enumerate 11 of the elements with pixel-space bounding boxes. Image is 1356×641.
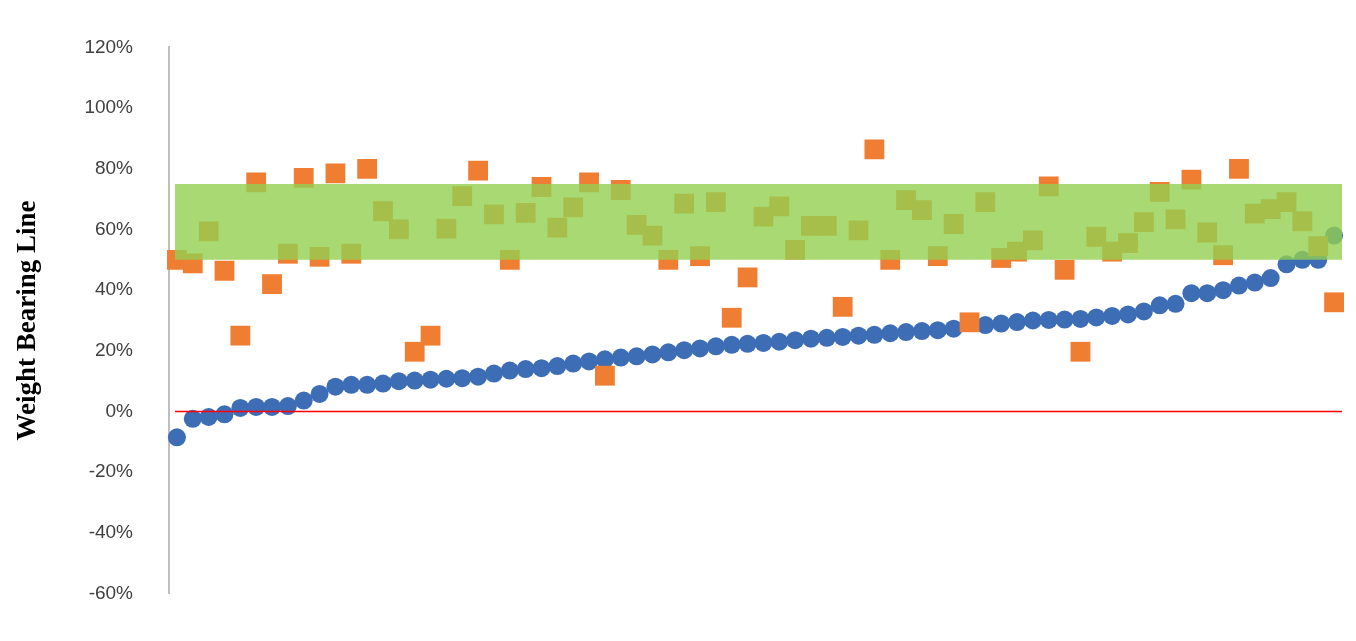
y-tick-label: 120% [84,35,134,57]
y-tick-label: 0% [105,399,134,421]
y-axis-title: Weight Bearing Line [11,200,42,441]
y-tick-label: 20% [94,339,134,361]
y-tick-label: -40% [88,521,134,543]
y-tick-label: -60% [88,581,134,603]
y-tick-label: 100% [84,96,134,118]
y-tick-label: 80% [94,157,134,179]
y-tick-label: -20% [88,460,134,482]
y-tick-label: 60% [94,217,134,239]
y-tick-label: 40% [94,278,134,300]
